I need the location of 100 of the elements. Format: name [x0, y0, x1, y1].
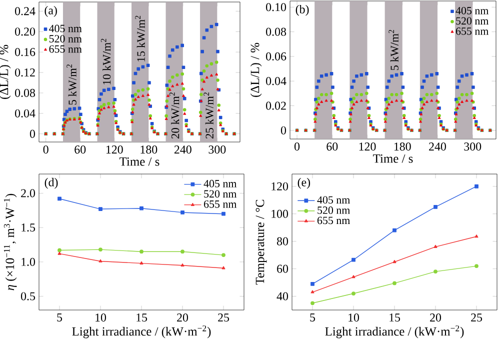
point: [98, 248, 102, 252]
chart-title: (e): [298, 178, 310, 189]
y-tick-label: 0.08: [266, 28, 286, 36]
y-tick-label: 0.04: [266, 77, 286, 86]
x-tick-label: 15: [136, 314, 148, 322]
point: [392, 260, 396, 264]
x-tick-label: 300: [208, 146, 226, 154]
band-label: 10 kW/m$^{2}$: [100, 38, 111, 84]
y-tick-label: 0.08: [15, 88, 36, 98]
point: [180, 250, 184, 254]
x-tick-label: 10: [348, 314, 360, 322]
chart-title: (d): [44, 178, 58, 189]
point: [310, 282, 314, 286]
legend-label: 520 nm: [456, 17, 489, 25]
y-tick-label: 120: [272, 182, 288, 190]
chart-title: (b): [296, 4, 309, 16]
point: [392, 228, 396, 232]
point: [392, 281, 396, 286]
x-tick-label: 120: [359, 142, 376, 151]
x-tick-label: 5: [310, 314, 316, 322]
y-tick-label: 0: [30, 130, 36, 138]
point: [58, 196, 62, 201]
point: [140, 250, 144, 254]
band-label: 15 kW/m$^{2}$: [135, 16, 145, 62]
point: [434, 270, 438, 274]
point: [474, 264, 478, 268]
legend-label: 655 nm: [456, 28, 489, 35]
y-tick-label: 0.24: [15, 7, 36, 16]
point: [58, 252, 62, 255]
x-tick-label: 25: [218, 314, 230, 322]
point: [98, 259, 102, 262]
point: [352, 258, 356, 262]
x-tick-label: 5: [57, 314, 62, 322]
y-tick-label: 100: [272, 210, 288, 218]
y-tick-label: 0.12: [15, 68, 35, 77]
y-tick-label: 0.20: [15, 28, 36, 36]
x-tick-label: 180: [394, 142, 411, 151]
point: [310, 301, 314, 306]
legend-label: 405 nm: [456, 6, 489, 14]
x-tick-label: 10: [96, 314, 106, 322]
legend-label: 655 nm: [49, 45, 82, 53]
x-tick-label: 15: [390, 314, 400, 322]
point: [434, 244, 438, 248]
point: [140, 261, 144, 264]
point: [222, 212, 226, 216]
point: [474, 234, 478, 238]
y-tick-label: 80: [276, 237, 288, 246]
y-tick-label: 1.0: [22, 258, 36, 266]
y-tick-label: 0.16: [15, 48, 36, 56]
y-tick-label: 0.04: [15, 109, 36, 118]
chart-title: (a): [44, 6, 57, 17]
y-axis-title: (ΔL/L) / %: [250, 42, 262, 97]
y-tick-label: 40: [276, 292, 288, 300]
point: [140, 206, 144, 210]
band-label: 5 kW/m$^{2}$: [388, 30, 398, 70]
legend-label: 405 nm: [204, 180, 237, 188]
y-tick-label: 1.5: [22, 224, 36, 232]
band-label: 25 kW/m$^{2}$: [204, 92, 214, 138]
legend-label: 655 nm: [204, 200, 237, 208]
legend-label: 520 nm: [318, 206, 350, 214]
legend-label: 520 nm: [49, 35, 82, 42]
point: [310, 290, 314, 294]
point: [352, 275, 356, 278]
band-label: 20 kW/m$^{2}$: [169, 92, 180, 138]
y-tick-label: 0.5: [20, 292, 36, 300]
x-tick-label: 240: [174, 146, 192, 154]
y-axis-title: η (×10$^{−11}$, m$^{3}$·W$^{−1}$): [4, 194, 17, 290]
x-axis-title: Time / s: [120, 157, 160, 166]
point: [352, 292, 356, 296]
x-axis-title: Light irradiance / (kW·m$^{−2}$): [72, 325, 211, 338]
point: [474, 184, 478, 188]
y-axis-title: Temperature / °C: [256, 200, 267, 285]
x-axis-title: Time / s: [373, 154, 413, 163]
y-tick-label: 0.02: [266, 102, 286, 110]
x-tick-label: 20: [430, 314, 442, 322]
legend-label: 405 nm: [49, 24, 82, 32]
legend-label: 655 nm: [317, 216, 350, 224]
point: [180, 210, 184, 214]
point: [434, 205, 438, 209]
x-tick-label: 180: [140, 146, 158, 154]
y-tick-label: 60: [277, 264, 288, 273]
x-tick-label: 240: [429, 142, 446, 151]
point: [180, 263, 184, 266]
y-tick-label: 0.06: [266, 52, 286, 61]
x-tick-label: 60: [326, 142, 338, 151]
x-tick-label: 0: [43, 146, 48, 154]
y-tick-label: 0: [280, 126, 286, 134]
point: [222, 253, 226, 257]
x-axis-title: Light irradiance / (kW·m$^{−2}$): [325, 325, 464, 338]
point: [58, 248, 62, 252]
x-tick-label: 300: [464, 142, 482, 151]
point: [98, 207, 102, 211]
band-label: 5 kW/m$^{2}$: [66, 64, 76, 105]
x-tick-label: 25: [471, 314, 482, 322]
legend-label: 405 nm: [317, 196, 350, 204]
y-tick-label: 2.0: [21, 189, 36, 198]
y-tick-label: 0.10: [266, 3, 286, 12]
legend-label: 520 nm: [204, 190, 237, 198]
x-tick-label: 120: [106, 146, 123, 154]
x-tick-label: 0: [294, 142, 300, 151]
